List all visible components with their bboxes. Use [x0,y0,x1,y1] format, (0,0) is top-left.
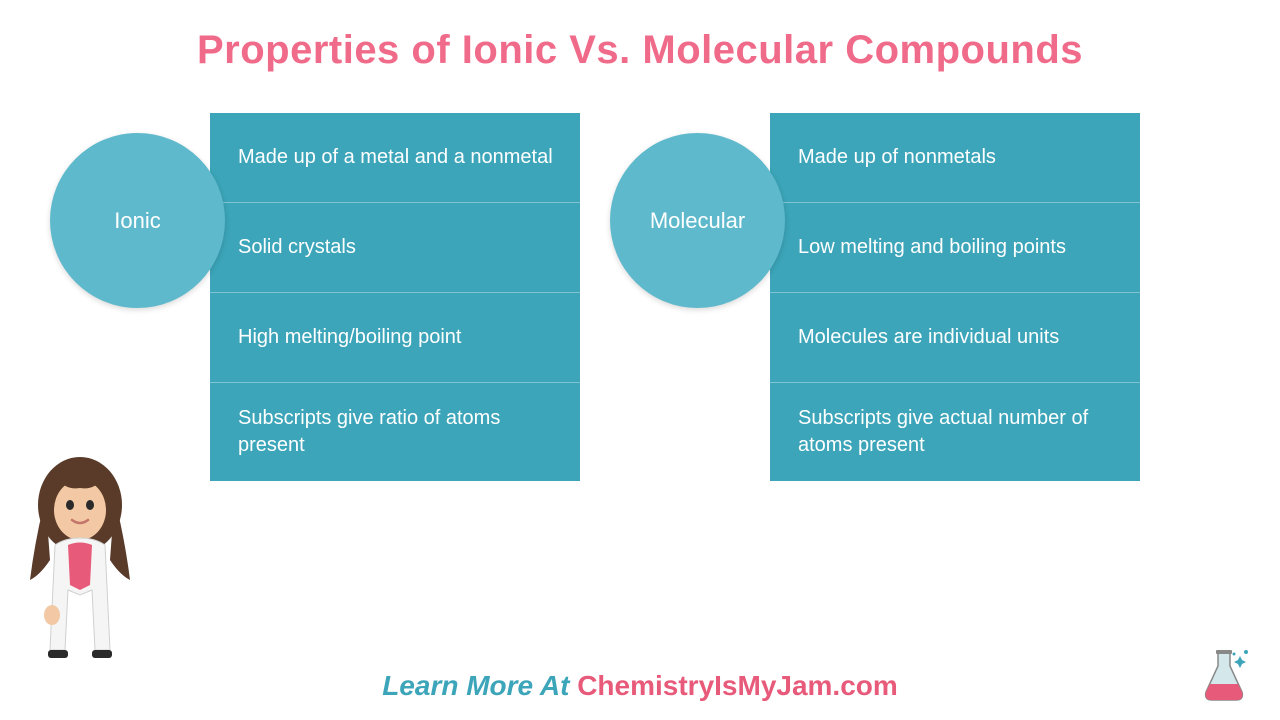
ionic-boxes: Made up of a metal and a nonmetal Solid … [210,113,580,481]
ionic-item-3: Subscripts give ratio of atoms present [210,383,580,481]
ionic-label: Ionic [114,208,160,234]
molecular-item-1: Low melting and boiling points [770,203,1140,293]
molecular-label: Molecular [650,208,745,234]
molecular-item-2: Molecules are individual units [770,293,1140,383]
footer: Learn More At ChemistryIsMyJam.com [0,670,1280,702]
molecular-item-3: Subscripts give actual number of atoms p… [770,383,1140,481]
comparison-columns: Ionic Made up of a metal and a nonmetal … [0,113,1280,481]
footer-learn-text: Learn More At [382,670,577,701]
molecular-boxes: Made up of nonmetals Low melting and boi… [770,113,1140,481]
ionic-circle: Ionic [50,133,225,308]
ionic-column: Ionic Made up of a metal and a nonmetal … [140,113,580,481]
molecular-circle: Molecular [610,133,785,308]
footer-site-text: ChemistryIsMyJam.com [577,670,898,701]
ionic-item-0: Made up of a metal and a nonmetal [210,113,580,203]
page-title: Properties of Ionic Vs. Molecular Compou… [0,0,1280,73]
molecular-item-0: Made up of nonmetals [770,113,1140,203]
ionic-item-2: High melting/boiling point [210,293,580,383]
molecular-column: Molecular Made up of nonmetals Low melti… [700,113,1140,481]
mascot-avatar [10,450,150,670]
ionic-item-1: Solid crystals [210,203,580,293]
